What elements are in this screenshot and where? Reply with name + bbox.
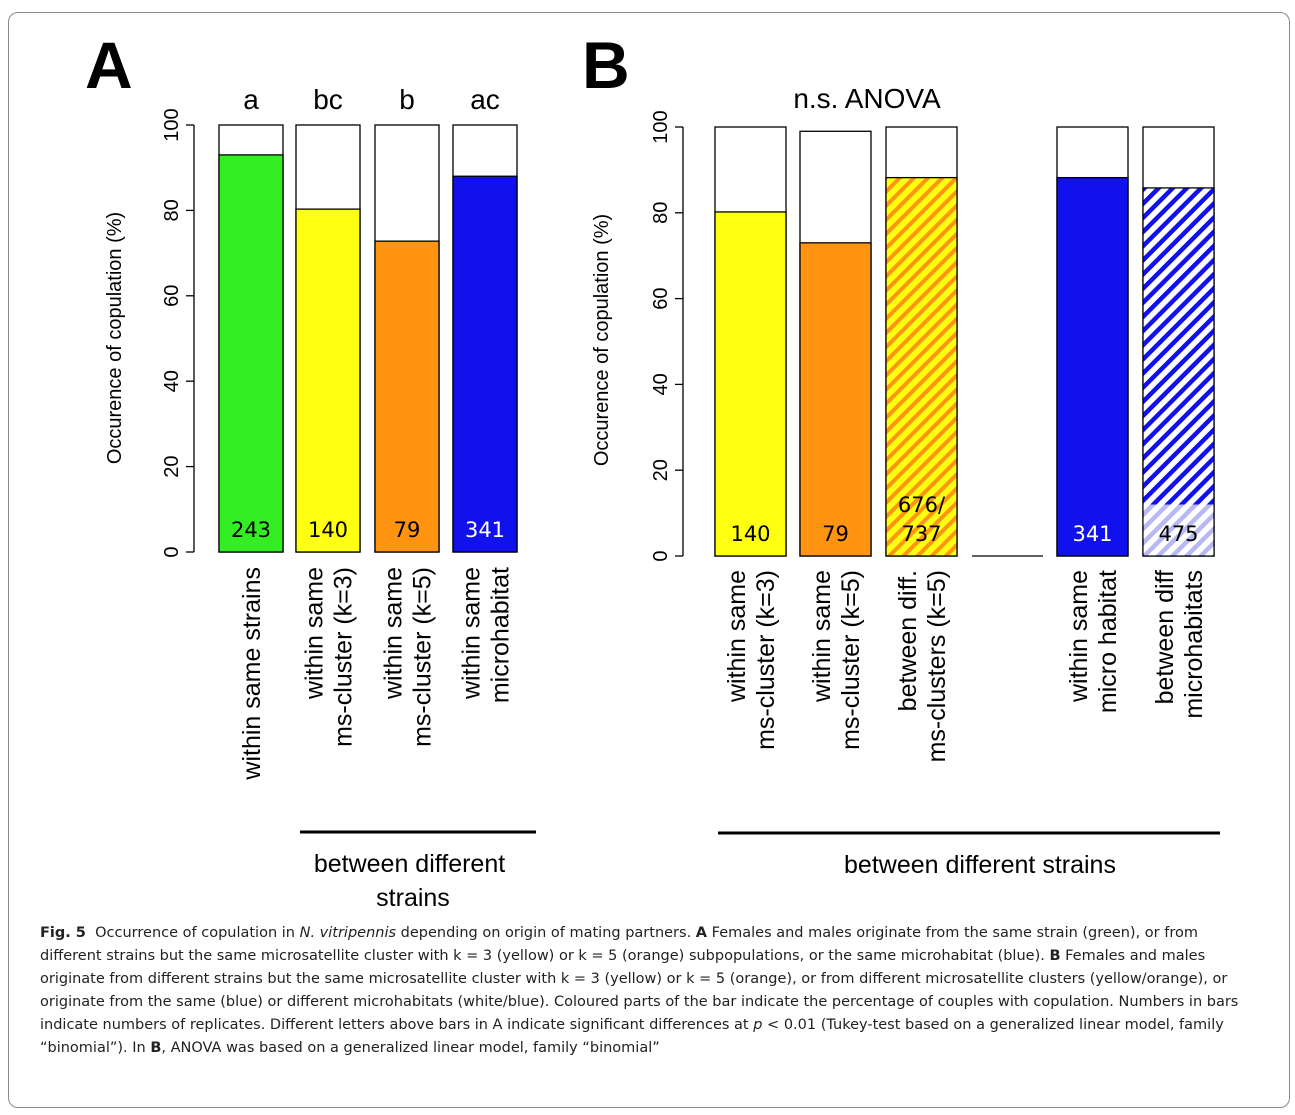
category-label: within same strains: [238, 567, 266, 781]
category-label: microhabitats: [1180, 570, 1208, 719]
caption-part: depending on origin of mating partners.: [396, 925, 696, 941]
significance-letter: ac: [470, 84, 500, 115]
caption-part: Females and males originate from the sam…: [40, 925, 1198, 964]
figure-canvas: A B Occurence of copulation (%) Occurenc…: [85, 28, 1220, 912]
bar-n-label-line: 140: [730, 522, 770, 546]
bar-n-label: 79: [394, 518, 421, 542]
caption-fig-label: Fig. 5: [40, 925, 86, 941]
category-label: within same: [808, 570, 836, 703]
category-label: ms-cluster (k=5): [409, 567, 437, 747]
significance-letter: b: [399, 84, 415, 115]
caption-part: p: [753, 1017, 763, 1033]
y-tick-label: 0: [161, 546, 183, 557]
bar-n-label-line: 341: [1072, 522, 1112, 546]
panel-A-ylabel: Occurence of copulation (%): [104, 212, 126, 464]
category-label: micro habitat: [1094, 570, 1122, 713]
caption-part: < 0.01 (Tukey-test based on a generalize…: [40, 1017, 1224, 1056]
panel-B-label: B: [582, 28, 630, 102]
panel-A-label: A: [85, 28, 133, 102]
caption-part: N. vitripennis: [299, 925, 397, 941]
bar-n-label-line: 243: [231, 518, 271, 542]
bar-label-backdrop: [1143, 504, 1214, 556]
bar-n-label-line: 79: [822, 522, 849, 546]
y-tick-label: 80: [161, 199, 183, 221]
y-tick-label: 20: [650, 459, 672, 481]
bar: [885, 176, 958, 557]
panel-A-group-label: between different strains: [314, 850, 512, 912]
figure-caption: Fig. 5 Occurrence of copulation in N. vi…: [40, 922, 1255, 1060]
category-label: within same: [380, 567, 408, 700]
bar-n-label: 676/737: [898, 493, 946, 546]
category-label: ms-cluster (k=3): [330, 567, 358, 747]
y-tick-label: 60: [650, 287, 672, 309]
bar: [452, 175, 518, 553]
caption-part: Occurrence of copulation in: [95, 925, 300, 941]
bar-n-label-line: 341: [465, 518, 505, 542]
bar: [1056, 176, 1129, 557]
category-label: within same: [1065, 570, 1093, 703]
category-label: ms-clusters (k=5): [923, 570, 951, 762]
panel-B-group-label: between different strains: [844, 851, 1116, 879]
caption-part: B: [150, 1040, 162, 1056]
bar: [799, 242, 872, 557]
y-tick-label: 100: [161, 108, 183, 141]
category-label: between diff: [1151, 570, 1179, 704]
category-label: within same: [301, 567, 329, 700]
caption-text: Occurrence of copulation in N. vitripenn…: [40, 925, 1238, 1056]
caption-part: Females and males originate from differe…: [40, 948, 1239, 1033]
bar-n-label-line: 140: [308, 518, 348, 542]
bar: [714, 211, 787, 557]
category-label: ms-cluster (k=3): [752, 570, 780, 750]
bar-n-label: 475: [1158, 522, 1198, 546]
figure-frame: [8, 12, 1290, 1108]
bar-n-label: 341: [465, 518, 505, 542]
bar: [1142, 187, 1215, 557]
bar-n-label: 79: [822, 522, 849, 546]
y-tick-label: 20: [161, 455, 183, 477]
caption-part: , ANOVA was based on a generalized linea…: [161, 1040, 660, 1056]
panel-B-header-note: n.s. ANOVA: [793, 83, 941, 114]
bar-n-label-line: 676/: [898, 493, 946, 517]
bar-n-label-line: 737: [901, 522, 941, 546]
y-tick-label: 40: [161, 370, 183, 392]
caption-part: A: [695, 925, 708, 941]
y-tick-label: 0: [650, 550, 672, 561]
category-label: ms-cluster (k=5): [837, 570, 865, 750]
bar-n-label: 341: [1072, 522, 1112, 546]
y-tick-label: 60: [161, 285, 183, 307]
caption-part: B: [1049, 948, 1061, 964]
category-label: within same: [723, 570, 751, 703]
significance-letter: a: [243, 84, 259, 115]
bar: [295, 208, 361, 553]
bar-n-label: 243: [231, 518, 271, 542]
bar-n-label: 140: [730, 522, 770, 546]
panel-B-ylabel: Occurence of copulation (%): [591, 214, 613, 466]
bar: [374, 240, 440, 553]
bar-n-label: 140: [308, 518, 348, 542]
bar: [218, 154, 284, 553]
significance-letter: bc: [313, 84, 343, 115]
y-tick-label: 40: [650, 373, 672, 395]
y-tick-label: 80: [650, 202, 672, 224]
category-label: within same: [458, 567, 486, 700]
y-tick-label: 100: [650, 110, 672, 143]
bar-n-label-line: 475: [1158, 522, 1198, 546]
category-label: between diff.: [894, 570, 922, 711]
panel-A-plot: 0 20 40 60 80 100 243 a within same strains 140 bc…: [161, 84, 518, 781]
bar-n-label-line: 79: [394, 518, 421, 542]
category-label: microhabitat: [487, 567, 515, 703]
